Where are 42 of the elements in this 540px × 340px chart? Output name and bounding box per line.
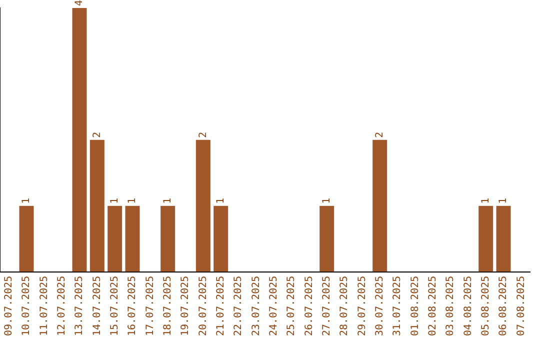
data-label: 1 [215, 198, 226, 204]
data-label: 4 [74, 0, 86, 6]
x-tick-label: 30.07.2025 [374, 276, 386, 336]
x-tick-label: 26.07.2025 [304, 276, 315, 336]
x-tick-label: 02.08.2025 [427, 276, 438, 336]
x-tick-label: 09.07.2025 [3, 276, 14, 336]
x-tick-label: 29.07.2025 [356, 276, 368, 336]
data-label: 1 [162, 198, 174, 204]
x-tick-label: 01.08.2025 [410, 276, 421, 336]
x-tick-label: 16.07.2025 [127, 276, 138, 336]
x-tick-label: 28.07.2025 [339, 276, 350, 336]
x-tick-label: 07.08.2025 [516, 276, 527, 336]
data-label: 1 [127, 198, 138, 204]
data-label: 2 [92, 132, 103, 138]
x-tick-label: 25.07.2025 [286, 276, 298, 336]
data-label: 2 [374, 132, 386, 138]
x-tick-label: 21.07.2025 [215, 276, 226, 336]
data-label: 1 [498, 198, 510, 204]
x-tick-label: 10.07.2025 [21, 276, 32, 336]
x-tick-label: 05.08.2025 [480, 276, 492, 336]
x-tick-label: 12.07.2025 [56, 276, 68, 336]
x-tick-label: 04.08.2025 [462, 276, 474, 336]
data-label: 2 [198, 132, 209, 138]
x-tick-label: 19.07.2025 [180, 276, 192, 336]
x-tick-label: 31.07.2025 [392, 276, 404, 336]
x-tick-label: 03.08.2025 [445, 276, 456, 336]
data-label: 1 [480, 198, 492, 204]
x-tick-label: 14.07.2025 [92, 276, 103, 336]
data-label: 1 [21, 198, 32, 204]
x-tick-label: 06.08.2025 [498, 276, 510, 336]
x-tick-label: 24.07.2025 [268, 276, 280, 336]
x-tick-label: 15.07.2025 [109, 276, 120, 336]
x-tick-label: 27.07.2025 [321, 276, 332, 336]
x-tick-label: 23.07.2025 [250, 276, 262, 336]
data-label: 1 [321, 198, 332, 204]
data-label: 1 [109, 198, 120, 204]
x-tick-label: 13.07.2025 [74, 276, 86, 336]
x-tick-label: 22.07.2025 [233, 276, 244, 336]
x-tick-label: 20.07.2025 [198, 276, 209, 336]
x-tick-label: 18.07.2025 [162, 276, 174, 336]
x-tick-label: 17.07.2025 [144, 276, 156, 336]
x-tick-label: 11.07.2025 [38, 276, 50, 336]
